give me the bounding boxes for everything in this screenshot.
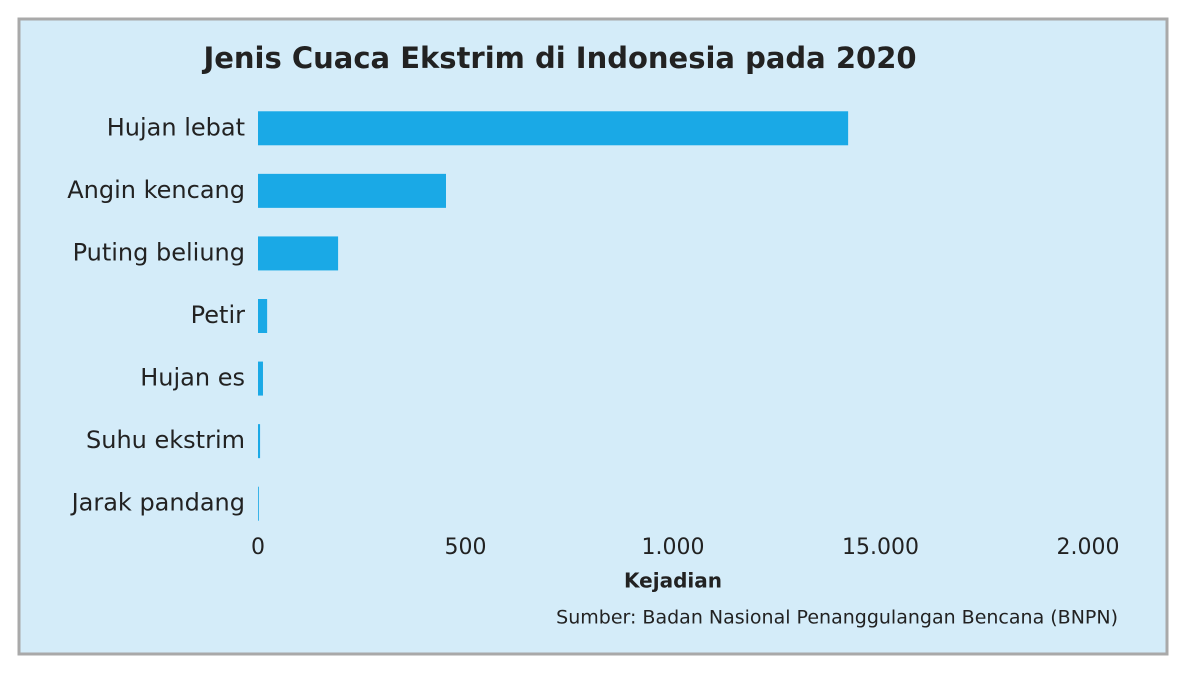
bar xyxy=(258,424,261,459)
x-axis-label: Kejadian xyxy=(624,569,722,593)
y-tick-label: Puting beliung xyxy=(73,238,245,266)
source-note: Sumber: Badan Nasional Penanggulangan Be… xyxy=(556,607,1118,629)
x-tick-label: 0 xyxy=(251,535,265,560)
bar xyxy=(258,299,268,333)
y-tick-label: Hujan lebat xyxy=(107,113,245,141)
chart-title: Jenis Cuaca Ekstrim di Indonesia pada 20… xyxy=(201,41,916,75)
x-tick-label: 500 xyxy=(445,535,487,560)
bar xyxy=(258,236,339,271)
bar xyxy=(258,173,446,208)
y-tick-label: Hujan es xyxy=(140,364,245,392)
y-tick-label: Angin kencang xyxy=(67,176,245,204)
bar xyxy=(258,361,263,396)
x-tick-label: 1.000 xyxy=(642,535,705,560)
bar xyxy=(258,486,259,521)
x-tick-label: 2.000 xyxy=(1057,535,1120,560)
y-tick-label: Jarak pandang xyxy=(70,489,245,517)
y-tick-label: Suhu ekstrim xyxy=(86,426,245,454)
x-tick-label: 15.000 xyxy=(842,535,919,560)
y-tick-label: Petir xyxy=(191,301,245,329)
bar xyxy=(258,111,849,146)
